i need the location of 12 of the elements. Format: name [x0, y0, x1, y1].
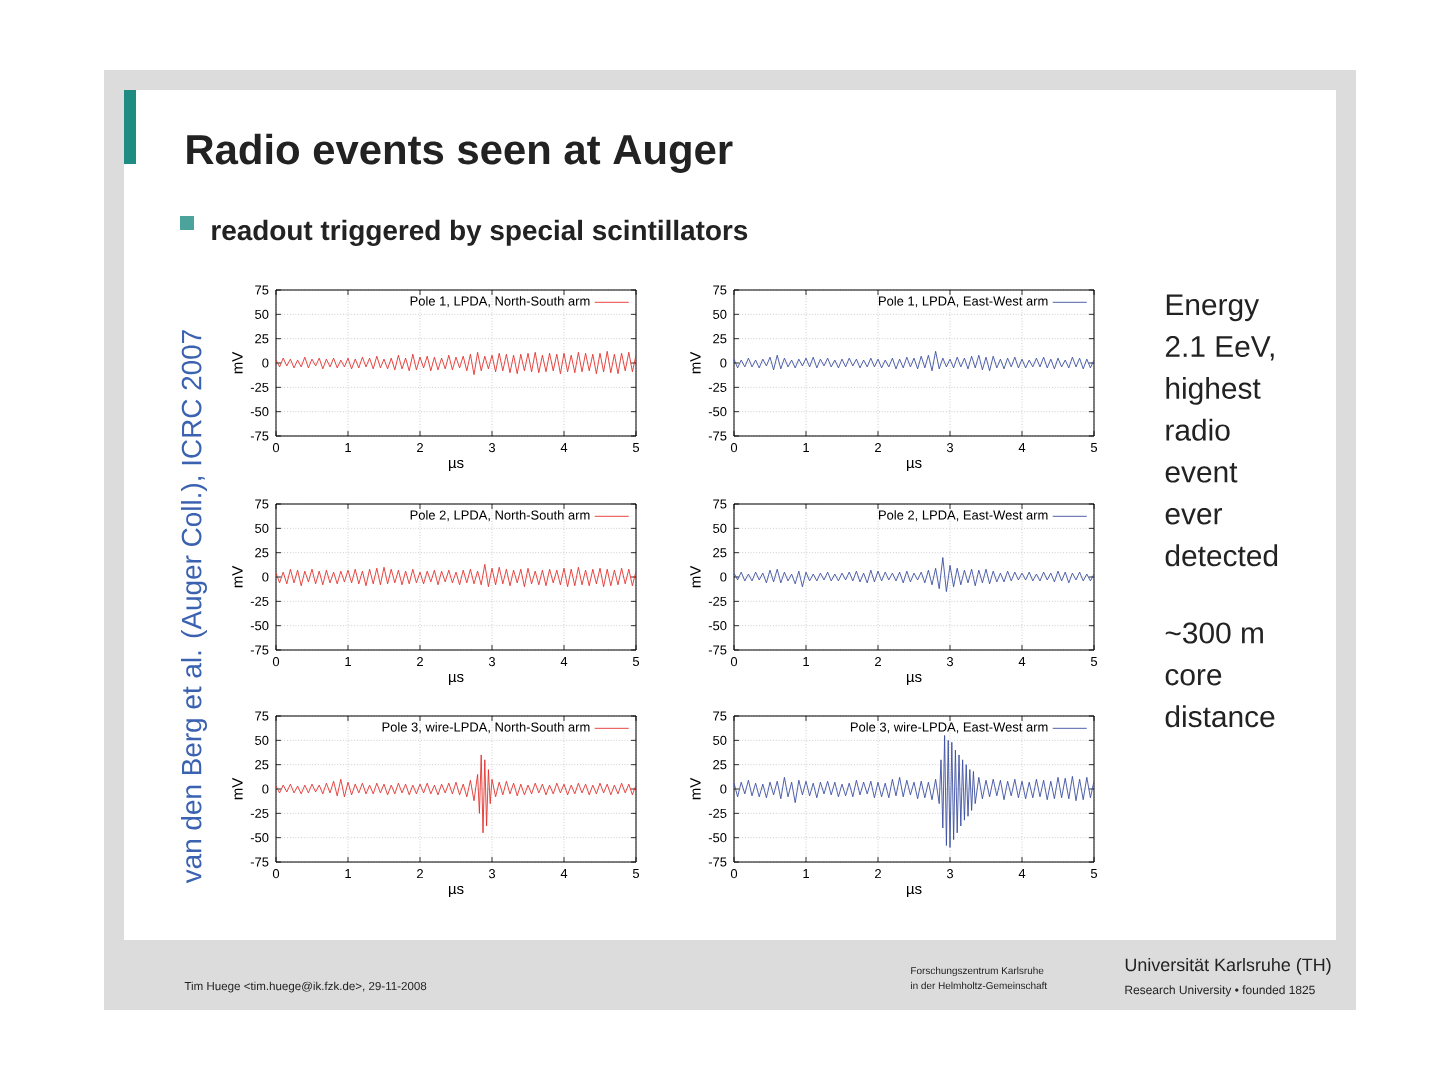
line-series [276, 350, 636, 376]
line-series [734, 557, 1095, 593]
line-series [734, 350, 1095, 372]
text: readout triggered by special scintillators [212, 219, 748, 246]
text: Universität Karlsruhe (TH) [1125, 958, 1331, 975]
text: Radio events seen at Auger [187, 133, 733, 173]
text: ~300 m core distance [1165, 622, 1275, 728]
line-series [276, 563, 636, 588]
text: Energy 2.1 EeV, highest radio event ever detected [1165, 294, 1278, 567]
line-series [734, 735, 1095, 848]
line-series [276, 754, 636, 834]
text: van den Berg et al. (Auger Coll.), ICRC 2007 [181, 330, 207, 884]
